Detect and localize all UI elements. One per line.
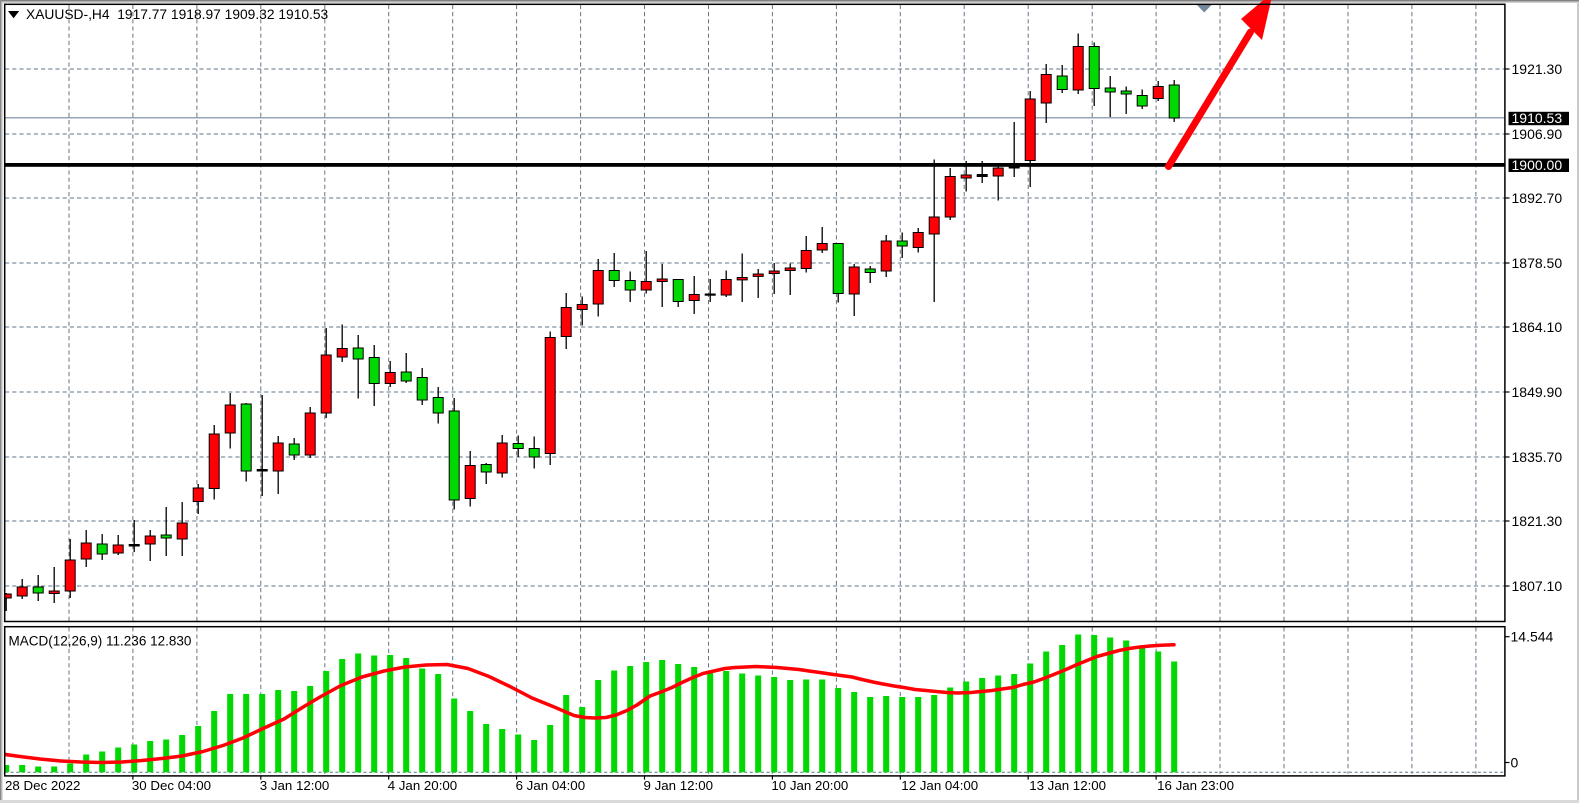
svg-text:0: 0 [1511, 755, 1519, 771]
svg-text:12 Jan 04:00: 12 Jan 04:00 [901, 778, 978, 793]
svg-text:1878.50: 1878.50 [1512, 255, 1563, 271]
svg-text:1892.70: 1892.70 [1512, 190, 1563, 206]
svg-text:13 Jan 12:00: 13 Jan 12:00 [1029, 778, 1106, 793]
svg-text:1835.70: 1835.70 [1512, 449, 1563, 465]
svg-text:16 Jan 23:00: 16 Jan 23:00 [1157, 778, 1234, 793]
svg-text:9 Jan 12:00: 9 Jan 12:00 [644, 778, 714, 793]
svg-text:30 Dec 04:00: 30 Dec 04:00 [132, 778, 211, 793]
svg-text:1821.30: 1821.30 [1512, 513, 1563, 529]
svg-text:3 Jan 12:00: 3 Jan 12:00 [260, 778, 330, 793]
svg-text:4 Jan 20:00: 4 Jan 20:00 [388, 778, 458, 793]
svg-text:6 Jan 04:00: 6 Jan 04:00 [516, 778, 586, 793]
svg-text:1906.90: 1906.90 [1512, 126, 1563, 142]
svg-text:14.544: 14.544 [1511, 629, 1554, 645]
svg-text:1921.30: 1921.30 [1512, 61, 1563, 77]
svg-text:1849.90: 1849.90 [1512, 384, 1563, 400]
svg-text:1807.10: 1807.10 [1512, 578, 1563, 594]
svg-text:1910.53: 1910.53 [1512, 110, 1563, 126]
svg-text:1900.00: 1900.00 [1512, 157, 1563, 173]
svg-text:XAUUSD-,H4 1917.77 1918.97 19: XAUUSD-,H4 1917.77 1918.97 1909.32 1910.… [26, 7, 329, 22]
svg-text:1864.10: 1864.10 [1512, 319, 1563, 335]
svg-text:28 Dec 2022: 28 Dec 2022 [5, 778, 80, 793]
svg-text:MACD(12,26,9) 11.236 12.830: MACD(12,26,9) 11.236 12.830 [9, 634, 192, 649]
svg-text:10 Jan 20:00: 10 Jan 20:00 [771, 778, 848, 793]
